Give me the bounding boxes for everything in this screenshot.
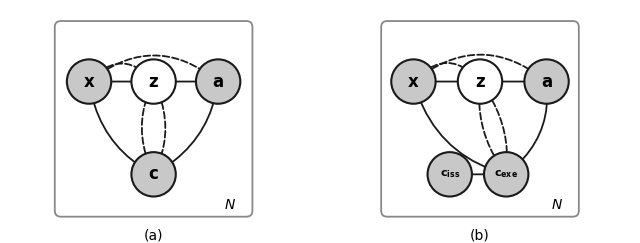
Circle shape bbox=[524, 59, 569, 104]
Text: $\mathbf{c}_{\mathbf{iss}}$: $\mathbf{c}_{\mathbf{iss}}$ bbox=[440, 168, 460, 180]
FancyBboxPatch shape bbox=[381, 21, 579, 217]
Circle shape bbox=[131, 152, 176, 197]
Circle shape bbox=[458, 59, 502, 104]
Text: $\mathbf{c}$: $\mathbf{c}$ bbox=[148, 165, 159, 183]
Circle shape bbox=[484, 152, 529, 197]
Text: (b): (b) bbox=[470, 229, 490, 243]
Text: $N$: $N$ bbox=[550, 198, 563, 212]
Text: $\mathbf{a}$: $\mathbf{a}$ bbox=[212, 73, 224, 91]
Circle shape bbox=[67, 59, 111, 104]
Text: (a): (a) bbox=[144, 229, 163, 243]
Circle shape bbox=[131, 59, 176, 104]
Circle shape bbox=[391, 59, 436, 104]
Text: $\mathbf{x}$: $\mathbf{x}$ bbox=[83, 73, 95, 91]
Text: $\mathbf{z}$: $\mathbf{z}$ bbox=[148, 73, 159, 91]
Text: $\mathbf{x}$: $\mathbf{x}$ bbox=[407, 73, 420, 91]
Text: $\mathbf{z}$: $\mathbf{z}$ bbox=[475, 73, 485, 91]
Circle shape bbox=[428, 152, 472, 197]
Text: $\mathbf{c}_{\mathbf{exe}}$: $\mathbf{c}_{\mathbf{exe}}$ bbox=[494, 168, 518, 180]
Text: $\mathbf{a}$: $\mathbf{a}$ bbox=[541, 73, 552, 91]
Text: $N$: $N$ bbox=[224, 198, 236, 212]
FancyBboxPatch shape bbox=[55, 21, 252, 217]
Circle shape bbox=[196, 59, 241, 104]
